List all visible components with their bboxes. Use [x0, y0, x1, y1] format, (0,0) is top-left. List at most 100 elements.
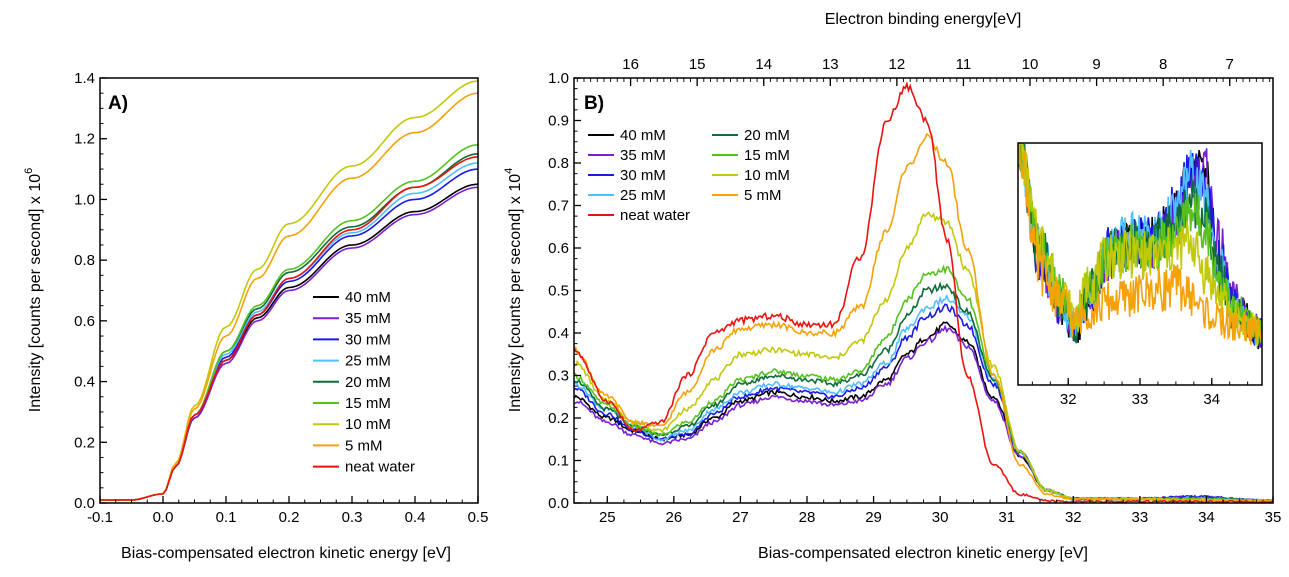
panel-b-ylabel-exp: 4 [503, 168, 515, 174]
panel-b-ytick-label: 0.9 [548, 113, 569, 130]
panel-a-ytick-label: 0.2 [74, 434, 95, 451]
panel-b-legend-label-10-mm: 10 mM [744, 167, 790, 184]
panel-b-x2tick-label: 10 [1022, 56, 1039, 73]
panel-b-ytick-label: 0.2 [548, 410, 569, 427]
panel-a: -0.1 0.0 0.1 0.2 0.3 0.4 0.50.00.20.40.60.81.0… [23, 70, 488, 562]
panel-a-ytick-label: 0.6 [74, 313, 95, 330]
panel-b-xtick-label: 34 [1198, 509, 1215, 526]
panel-b-ylabel-text: Intensity [counts per second] x 10 [507, 174, 524, 412]
panel-a-legend-label-10-mm: 10 mM [345, 416, 391, 433]
panel-b-x2tick-label: 7 [1226, 56, 1234, 73]
panel-b-xtick-label: 25 [599, 509, 616, 526]
inset-series-10-mm [1018, 143, 1262, 346]
panel-a-xtick-label: -0.1 [87, 509, 113, 526]
panel-b-x2label: Electron binding energy[eV] [825, 11, 1022, 28]
panel-a-ylabel-group: Intensity [counts per second] x 106 [23, 168, 44, 412]
panel-b: 25 26 27 28 29 30 31 32 33 34 35 0.0 0.1 0.2 0.3 0.4 0.5… [503, 11, 1282, 562]
panel-a-ytick-label: 0.8 [74, 252, 95, 269]
panel-a-series-5-mm [100, 92, 478, 501]
panel-b-x2tick-label: 8 [1159, 56, 1167, 73]
panel-b-xtick-label: 26 [666, 509, 683, 526]
panel-a-ytick-label: 1.0 [74, 191, 95, 208]
panel-a-series-20-mm [100, 153, 478, 501]
panel-a-xtick-label: 0.3 [342, 509, 363, 526]
panel-b-legend-label-20-mm: 20 mM [744, 127, 790, 144]
panel-b-xtick-label: 33 [1132, 509, 1149, 526]
panel-a-xlabel: Bias-compensated electron kinetic energy… [121, 545, 451, 562]
panel-b-x2tick-label: 16 [622, 56, 639, 73]
inset-ticks: 32 33 34 [1031, 378, 1249, 408]
panel-a-legend-label-15-mm: 15 mM [345, 395, 391, 412]
panel-b-legend-label-neat-water: neat water [620, 207, 690, 224]
panel-b-ytick-label: 0.8 [548, 155, 569, 172]
panel-a-ylabel-text: Intensity [counts per second] x 10 [27, 174, 44, 412]
panel-a-legend-label-5-mm: 5 mM [345, 437, 383, 454]
panel-a-ytick-label: 0.4 [74, 374, 95, 391]
panel-b-ylabel-group: Intensity [counts per second] x 104 [503, 168, 524, 412]
panel-b-xtick-label: 29 [865, 509, 882, 526]
inset-xtick-label: 33 [1132, 391, 1149, 408]
panel-b-x2tick-label: 14 [755, 56, 772, 73]
panel-b-ytick-label: 0.4 [548, 325, 569, 342]
panel-b-x2tick-label: 11 [956, 56, 972, 73]
panel-b-ytick-label: 0.3 [548, 368, 569, 385]
panel-a-xtick-label: 0.0 [153, 509, 174, 526]
panel-a-ylabel: Intensity [counts per second] x 106 [23, 168, 44, 412]
panel-a-legend-label-35-mm: 35 mM [345, 310, 391, 327]
inset-xtick-label: 34 [1203, 391, 1220, 408]
panel-b-ytick-label: 1.0 [548, 70, 569, 87]
panel-a-ytick-label: 1.2 [74, 131, 95, 148]
panel-b-ylabel: Intensity [counts per second] x 104 [503, 168, 524, 412]
panel-b-label: B) [584, 93, 604, 114]
panel-a-legend-label-25-mm: 25 mM [345, 353, 391, 370]
panel-b-ytick-label: 0.7 [548, 198, 569, 215]
panel-a-ytick-label: 1.4 [74, 70, 95, 87]
panel-b-legend-label-40-mm: 40 mM [620, 127, 666, 144]
panel-a-ticks: -0.1 0.0 0.1 0.2 0.3 0.4 0.50.00.20.40.60.81.0… [74, 70, 488, 526]
panel-a-legend-label-40-mm: 40 mM [345, 289, 391, 306]
panel-b-legend-label-30-mm: 30 mM [620, 167, 666, 184]
panel-a-legend-label-20-mm: 20 mM [345, 374, 391, 391]
panel-b-ytick-label: 0.0 [548, 495, 569, 512]
panel-a-curves [100, 80, 478, 501]
panel-b-legend: 40 mM 35 mM 30 mM 25 mM 20 mM 15 mM 10 mM 5 mM n… [588, 127, 790, 224]
panel-b-legend-label-15-mm: 15 mM [744, 147, 790, 164]
panel-a-series-neat-water [100, 156, 478, 501]
inset-curves [1018, 143, 1262, 350]
panel-b-inset: 32 33 34 [1017, 142, 1263, 408]
panel-a-ytick-label: 0.0 [74, 495, 95, 512]
panel-b-xtick-label: 30 [932, 509, 949, 526]
panel-a-xtick-label: 0.5 [468, 509, 489, 526]
panel-b-ytick-label: 0.1 [548, 453, 569, 470]
panel-b-ytick-label: 0.6 [548, 240, 569, 257]
panel-b-x2tick-label: 9 [1092, 56, 1100, 73]
inset-series-5-mm [1018, 143, 1262, 346]
panel-b-xtick-label: 35 [1265, 509, 1282, 526]
panel-b-xtick-label: 31 [998, 509, 1015, 526]
panel-b-legend-label-35-mm: 35 mM [620, 147, 666, 164]
panel-b-xlabel: Bias-compensated electron kinetic energy… [758, 545, 1088, 562]
panel-a-legend-label-neat-water: neat water [345, 459, 415, 476]
panel-b-x2tick-label: 15 [689, 56, 706, 73]
panel-a-xtick-label: 0.2 [279, 509, 300, 526]
panel-b-ytick-label: 0.5 [548, 283, 569, 300]
inset-xtick-label: 32 [1060, 391, 1077, 408]
panel-b-legend-label-5-mm: 5 mM [744, 187, 782, 204]
panel-b-x2tick-label: 13 [822, 56, 839, 73]
panel-a-label: A) [108, 93, 128, 114]
panel-a-xtick-label: 0.4 [405, 509, 426, 526]
panel-a-ylabel-exp: 6 [23, 168, 35, 174]
panel-a-series-40-mm [100, 183, 478, 501]
panel-b-legend-label-25-mm: 25 mM [620, 187, 666, 204]
panel-b-x2tick-label: 12 [889, 56, 906, 73]
panel-b-xtick-label: 32 [1065, 509, 1082, 526]
panel-a-series-30-mm [100, 168, 478, 501]
panel-a-legend-label-30-mm: 30 mM [345, 331, 391, 348]
panel-a-series-35-mm [100, 186, 478, 501]
panel-b-xtick-label: 27 [732, 509, 749, 526]
panel-b-ticks: 25 26 27 28 29 30 31 32 33 34 35 0.0 0.1 0.2 0.3 0.4 0.5… [548, 56, 1282, 526]
panel-b-xtick-label: 28 [799, 509, 816, 526]
panel-a-legend: 40 mM 35 mM 30 mM 25 mM 20 mM 15 mM 10 mM 5 mM n… [313, 289, 415, 476]
panel-a-xtick-label: 0.1 [216, 509, 237, 526]
